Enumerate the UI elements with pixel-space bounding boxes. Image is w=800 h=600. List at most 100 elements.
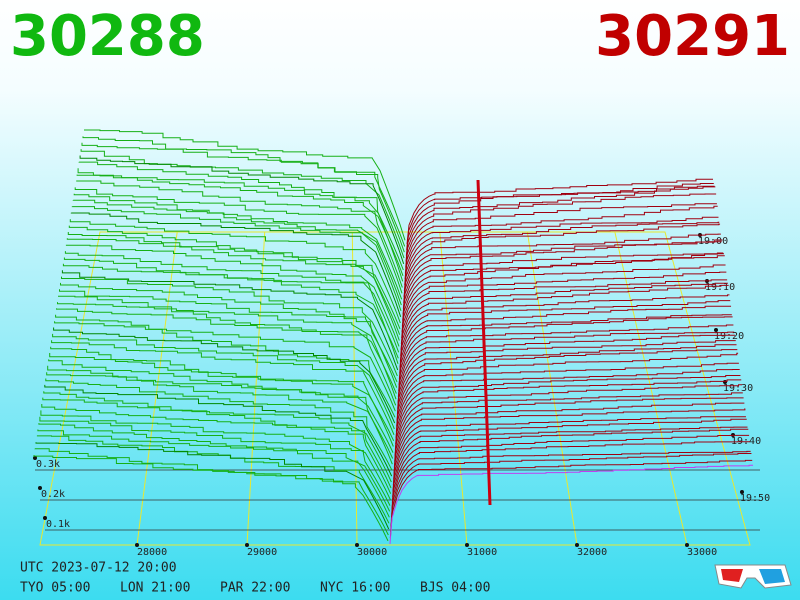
time-tick-label: 19:20	[714, 331, 744, 342]
bid-depth-line	[73, 193, 403, 300]
bid-depth-line	[38, 423, 391, 512]
volume-tick-dot	[33, 456, 37, 460]
bid-depth-line	[52, 333, 395, 430]
bid-depth-line	[41, 404, 392, 494]
bid-depth-line	[71, 206, 402, 312]
ask-depth-line	[395, 362, 739, 439]
zone-time: NYC 16:00	[320, 581, 390, 596]
bid-depth-line	[74, 187, 403, 294]
price-tick-dot	[465, 543, 469, 547]
ask-depth-line	[401, 264, 726, 339]
ask-depth-line	[391, 428, 749, 509]
zone-time: TYO 05:00	[20, 581, 90, 596]
ask-depth-line	[393, 392, 743, 468]
cyan-lens	[759, 569, 785, 584]
bid-depth-line	[77, 168, 404, 276]
bid-depth-line	[45, 378, 393, 471]
zone-time: LON 21:00	[120, 581, 190, 596]
ask-depth-line	[391, 434, 750, 515]
ask-depth-line	[395, 369, 740, 445]
bid-depth-line	[78, 161, 404, 271]
ask-depth-line	[389, 459, 753, 539]
time-tick-dot	[714, 328, 718, 332]
bid-depth-line	[42, 397, 392, 489]
volume-tick-label: 0.3k	[36, 459, 60, 470]
price-tick-label: 32000	[577, 547, 607, 558]
ask-depth-line	[394, 379, 742, 456]
bid-depth-line	[76, 174, 404, 282]
ask-depth-line	[405, 186, 716, 262]
ask-depth-line	[392, 418, 747, 497]
price-grid-line	[439, 231, 468, 546]
bid-depth-line	[33, 455, 389, 542]
price-tick-dot	[575, 543, 579, 547]
volume-tick-dot	[43, 516, 47, 520]
bid-depth-line	[40, 410, 391, 500]
ask-depth-line	[403, 223, 721, 297]
price-tick-label: 28000	[137, 547, 167, 558]
bid-depth-line	[35, 442, 390, 530]
ask-depth-line	[397, 334, 735, 409]
ask-depth-line	[396, 340, 736, 415]
volume-tick-dot	[38, 486, 42, 490]
red-lens	[721, 569, 743, 582]
ask-depth-line	[400, 271, 727, 345]
price-grid-line	[526, 231, 578, 546]
bid-depth-line	[79, 155, 405, 265]
ask-depth-line	[400, 279, 728, 350]
bid-depth-line	[81, 142, 405, 253]
bid-depth-line	[63, 257, 399, 359]
price-tick-dot	[355, 543, 359, 547]
bid-depth-line	[82, 136, 406, 247]
ask-depth-line	[404, 205, 718, 280]
bid-depth-line	[60, 282, 398, 383]
ask-depth-line	[403, 233, 721, 303]
price-tick-label: 29000	[247, 547, 277, 558]
ask-depth-line	[404, 203, 717, 274]
ask-depth-line	[394, 384, 743, 462]
volume-tick-label: 0.2k	[41, 489, 65, 500]
time-tick-label: 19:50	[740, 493, 770, 504]
time-tick-label: 19:30	[723, 383, 753, 394]
bid-depth-line	[70, 212, 402, 317]
price-tick-dot	[135, 543, 139, 547]
time-tick-label: 19:10	[705, 282, 735, 293]
ask-depth-line	[402, 252, 724, 321]
bid-depth-line	[56, 308, 397, 406]
ask-depth-line	[399, 294, 730, 368]
ask-depth-line	[404, 216, 719, 286]
utc-time: UTC 2023-07-12 20:00	[20, 561, 177, 576]
ask-depth-line	[392, 416, 746, 492]
bid-depth-line	[37, 429, 390, 518]
ask-depth-line	[392, 408, 746, 486]
ask-depth-line	[401, 255, 725, 333]
bid-depth-line	[43, 391, 392, 483]
bid-depth-line	[58, 295, 397, 394]
ask-depth-line	[395, 352, 739, 433]
ask-depth-line	[390, 441, 750, 521]
ask-depth-line	[399, 300, 731, 374]
bid-depth-line	[39, 416, 391, 506]
bid-depth-line	[57, 302, 397, 400]
price-tick-dot	[245, 543, 249, 547]
3d-glasses-icon	[714, 564, 792, 589]
price-tick-dot	[685, 543, 689, 547]
bid-depth-line	[59, 289, 398, 388]
ask-depth-line	[402, 239, 723, 315]
ask-depth-line	[390, 453, 752, 533]
ask-depth-line	[396, 344, 737, 421]
ask-depth-line	[398, 316, 733, 392]
bid-depth-line	[72, 199, 402, 306]
zone-time: BJS 04:00	[420, 581, 490, 596]
bid-depth-line	[55, 314, 396, 412]
bid-depth-line	[62, 263, 399, 364]
bid-depth-line	[53, 327, 396, 424]
ask-depth-line	[406, 178, 713, 245]
ask-depth-line	[398, 305, 732, 380]
depth-lines	[33, 129, 753, 545]
price-tick-label: 30000	[357, 547, 387, 558]
bid-depth-line	[84, 129, 406, 241]
bid-depth-line	[76, 180, 403, 288]
bid-depth-line	[66, 238, 400, 341]
